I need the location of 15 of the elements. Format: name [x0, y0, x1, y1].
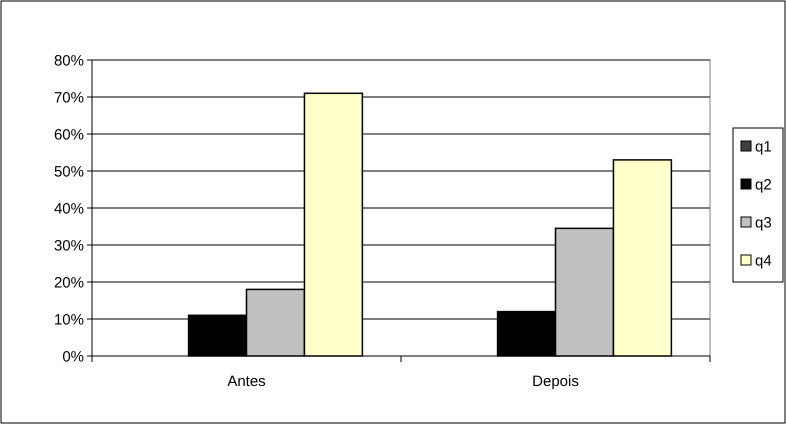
- y-tick-label: 40%: [54, 200, 84, 218]
- legend-label: q1: [755, 138, 772, 156]
- legend-label: q4: [755, 252, 772, 270]
- x-tick-label: Antes: [227, 373, 266, 390]
- y-tick-label: 50%: [54, 163, 84, 180]
- y-tick-label: 60%: [54, 126, 84, 144]
- y-tick-label: 10%: [54, 311, 84, 328]
- x-tick-label: Depois: [532, 373, 579, 390]
- legend-label: q2: [755, 176, 772, 194]
- y-tick-label: 70%: [54, 89, 84, 106]
- y-tick-label: 80%: [54, 52, 84, 70]
- y-tick-label: 0%: [62, 348, 84, 366]
- y-tick-label: 30%: [54, 237, 84, 254]
- legend-label: q3: [755, 214, 772, 232]
- y-tick-label: 20%: [54, 274, 84, 292]
